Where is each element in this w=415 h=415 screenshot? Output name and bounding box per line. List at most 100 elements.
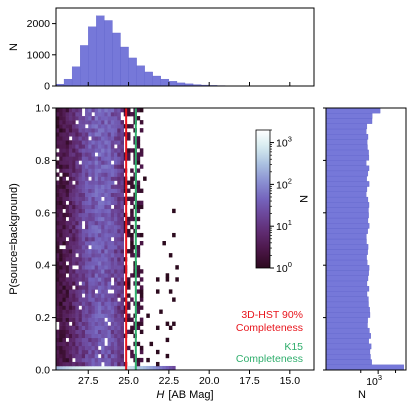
heatmap-cell	[68, 160, 73, 165]
heatmap-cell	[136, 361, 141, 367]
heatmap-cell	[91, 317, 95, 322]
heatmap-cell	[136, 200, 141, 206]
heatmap-cell	[88, 269, 92, 274]
heatmap-cell	[85, 224, 89, 230]
heatmap-cell	[72, 341, 76, 347]
heatmap-cell	[110, 208, 115, 214]
right-histogram-bar	[325, 165, 370, 172]
heatmap-cell	[117, 309, 121, 314]
heatmap-cell	[56, 200, 60, 206]
heatmap-cell	[97, 232, 102, 238]
heatmap-cell	[81, 204, 86, 210]
heatmap-cell	[85, 245, 89, 250]
heatmap-cell	[110, 301, 115, 306]
heatmap-cell	[91, 192, 95, 197]
heatmap-cell	[110, 321, 115, 326]
heatmap-cell	[136, 180, 141, 185]
heatmap-cell	[114, 301, 118, 306]
heatmap-cell	[75, 269, 79, 274]
heatmap-cell	[94, 273, 99, 278]
top-histogram-bar	[63, 78, 73, 87]
heatmap-cell	[75, 160, 79, 165]
heatmap-cell	[88, 257, 92, 262]
heatmap-cell	[110, 192, 115, 197]
heatmap-cell	[97, 297, 102, 302]
heatmap-cell	[101, 241, 105, 246]
heatmap-cell	[56, 152, 60, 157]
heatmap-cell	[101, 148, 105, 153]
heatmap-cell	[117, 120, 121, 125]
heatmap-cell	[104, 188, 108, 193]
heatmap-y-ticks: 0.00.20.40.60.81.0	[35, 103, 56, 377]
heatmap-cell	[65, 293, 70, 298]
heatmap-cell	[139, 152, 144, 157]
heatmap-cell	[114, 245, 118, 250]
heatmap-cell	[62, 196, 66, 202]
heatmap-cell	[117, 301, 121, 306]
heatmap-cell	[120, 124, 125, 129]
heatmap-cell	[59, 216, 63, 222]
heatmap-cell	[65, 168, 70, 173]
heatmap-cell	[114, 120, 118, 125]
heatmap-cell	[65, 265, 70, 270]
heatmap-cell	[75, 152, 79, 157]
heatmap-cell	[130, 212, 134, 218]
heatmap-cell	[136, 136, 141, 141]
heatmap-cell	[94, 309, 99, 314]
heatmap-cell	[88, 309, 92, 314]
heatmap-cell	[110, 116, 115, 121]
heatmap-cell	[56, 224, 60, 230]
heatmap-cell	[75, 277, 79, 282]
heatmap-cell	[62, 124, 66, 129]
right-histogram-bar	[325, 327, 370, 334]
heatmap-cell	[107, 108, 112, 113]
right-histogram-bar	[325, 265, 370, 271]
heatmap-cell	[120, 148, 125, 153]
heatmap-cell	[143, 365, 147, 371]
heatmap-cell	[85, 277, 89, 282]
heatmap-cell	[81, 253, 86, 258]
heatmap-cell	[68, 309, 73, 314]
heatmap-cell	[88, 349, 92, 355]
heatmap-cell	[72, 301, 76, 306]
heatmap-cell	[101, 124, 105, 129]
heatmap-cell	[101, 281, 105, 286]
heatmap-cell	[65, 188, 70, 193]
heatmap-cell	[72, 192, 76, 197]
heatmap-cell	[117, 180, 121, 185]
heatmap-cell	[107, 349, 112, 355]
heatmap-cell	[117, 144, 121, 149]
heatmap-cell	[59, 212, 63, 218]
heatmap-cell	[107, 180, 112, 185]
heatmap-cell	[72, 236, 76, 242]
heatmap-cell	[110, 257, 115, 262]
heatmap-cell	[104, 305, 108, 310]
heatmap-cell	[59, 325, 63, 330]
heatmap-cell	[62, 228, 66, 234]
heatmap-cell	[126, 329, 131, 335]
heatmap-cell	[117, 152, 121, 157]
heatmap-cell	[78, 236, 83, 242]
heatmap-cell	[78, 301, 83, 306]
heatmap-cell	[107, 144, 112, 149]
heatmap-cell	[59, 160, 63, 165]
heatmap-cell	[85, 144, 89, 149]
heatmap-cell	[56, 160, 60, 165]
heatmap-cell	[139, 297, 144, 302]
heatmap-cell	[94, 108, 99, 113]
heatmap-cell	[101, 345, 105, 351]
heatmap-cell	[101, 144, 105, 149]
heatmap-cell	[97, 136, 102, 141]
heatmap-cell	[62, 108, 66, 113]
heatmap-cell	[101, 108, 105, 113]
heatmap-cell	[75, 337, 79, 343]
heatmap-cell	[68, 116, 73, 121]
heatmap-cell	[59, 176, 63, 181]
heatmap-cell	[139, 188, 144, 193]
heatmap-cell	[68, 180, 73, 185]
heatmap-cell	[104, 172, 108, 177]
heatmap-cell	[114, 216, 118, 222]
heatmap-cell	[120, 232, 125, 238]
heatmap-cell	[56, 116, 60, 121]
heatmap-cell	[104, 313, 108, 318]
